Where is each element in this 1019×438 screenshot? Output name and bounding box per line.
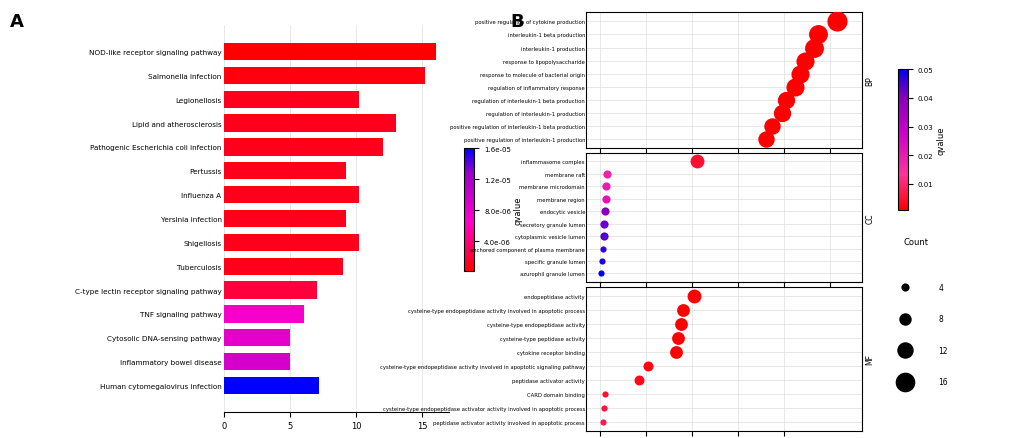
- Point: [675, 307, 691, 314]
- Point: [896, 315, 912, 322]
- Text: BP: BP: [864, 76, 873, 86]
- Bar: [224, 163, 345, 180]
- Text: A: A: [10, 13, 24, 31]
- Point: [827, 19, 844, 26]
- Point: [896, 347, 912, 354]
- Point: [667, 349, 684, 356]
- Point: [631, 377, 647, 384]
- Text: 16: 16: [937, 378, 947, 387]
- Point: [756, 136, 773, 143]
- Y-axis label: qvalue: qvalue: [514, 196, 523, 224]
- Bar: [224, 353, 290, 371]
- Point: [688, 159, 704, 166]
- Bar: [224, 258, 342, 275]
- Point: [593, 258, 609, 265]
- Bar: [224, 115, 395, 132]
- Bar: [224, 329, 290, 346]
- Point: [596, 208, 612, 215]
- Y-axis label: qvalue: qvalue: [935, 126, 945, 154]
- Bar: [224, 139, 382, 156]
- Point: [809, 32, 825, 39]
- Point: [594, 418, 610, 425]
- Text: 12: 12: [937, 346, 947, 355]
- Text: MF: MF: [864, 353, 873, 365]
- Text: Count: Count: [903, 237, 927, 247]
- Point: [763, 123, 780, 130]
- Point: [686, 293, 702, 300]
- Bar: [224, 282, 317, 299]
- Point: [896, 378, 912, 385]
- Point: [805, 45, 821, 52]
- Point: [594, 245, 610, 252]
- Point: [598, 171, 614, 178]
- Text: B: B: [510, 13, 523, 31]
- Bar: [224, 234, 359, 251]
- Point: [787, 84, 803, 91]
- Point: [772, 110, 789, 117]
- Text: CC: CC: [864, 213, 873, 223]
- Point: [896, 284, 912, 291]
- Point: [640, 363, 656, 370]
- Point: [777, 97, 794, 104]
- Bar: [224, 44, 435, 61]
- Point: [597, 184, 613, 191]
- Bar: [224, 92, 359, 109]
- Point: [669, 335, 686, 342]
- Point: [791, 71, 807, 78]
- Point: [595, 404, 611, 411]
- Bar: [224, 67, 425, 85]
- Point: [595, 233, 611, 240]
- Point: [592, 270, 608, 277]
- Bar: [224, 377, 319, 394]
- Point: [596, 390, 612, 397]
- Point: [796, 58, 812, 65]
- Point: [596, 221, 612, 228]
- Point: [597, 196, 613, 203]
- Text: 4: 4: [937, 283, 943, 292]
- Bar: [224, 210, 345, 228]
- Bar: [224, 306, 304, 323]
- Bar: [224, 187, 359, 204]
- Point: [672, 321, 688, 328]
- Text: 8: 8: [937, 314, 943, 324]
